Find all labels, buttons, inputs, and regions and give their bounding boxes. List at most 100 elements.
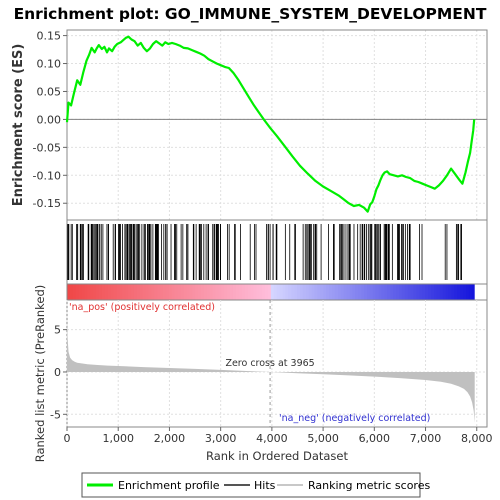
rank-bar-segment [320, 284, 324, 300]
rank-bar-segment [110, 284, 115, 300]
rank-bar-segment [99, 284, 103, 300]
rank-bar-segment [171, 284, 176, 300]
x-tick-label: 4,000 [256, 432, 288, 445]
rank-bar-segment [84, 284, 88, 300]
rank-bar-segment [468, 284, 473, 300]
rank-bar-segment [346, 284, 351, 300]
chart-title: Enrichment plot: GO_IMMUNE_SYSTEM_DEVELO… [14, 5, 487, 23]
rank-bar-segment [119, 284, 123, 300]
rank-bar-segment [107, 284, 112, 300]
rank-bar-segment [398, 284, 403, 300]
rank-bar-segment [131, 284, 135, 300]
rank-bar-segment [387, 284, 391, 300]
rank-bar-segment [393, 284, 397, 300]
es-y-tick-label: 0.00 [37, 113, 62, 126]
rank-bar-segment [174, 284, 179, 300]
rank-bar-segment [364, 284, 368, 300]
x-tick-label: 7,000 [410, 432, 442, 445]
x-tick-label: 2,000 [154, 432, 186, 445]
rank-bar-segment [305, 284, 310, 300]
rank-bar-segment [247, 284, 252, 300]
rank-bar-segment [67, 284, 71, 300]
rank-bar-segment [311, 284, 316, 300]
rank-bar-segment [358, 284, 362, 300]
rank-bar-segment [276, 284, 281, 300]
x-tick-label: 5,000 [307, 432, 339, 445]
ranking-metric-area [67, 321, 475, 423]
rank-bar-segment [288, 284, 292, 300]
rank-bar-segment [232, 284, 237, 300]
rank-bar-segment [160, 284, 164, 300]
rank-bar-segment [200, 284, 205, 300]
rank-bar-segment [355, 284, 359, 300]
rank-bar-segment [375, 284, 380, 300]
rank-bar-segment [238, 284, 243, 300]
rank-bar-segment [410, 284, 415, 300]
zero-cross-label: Zero cross at 3965 [225, 358, 314, 369]
es-y-axis-label: Enrichment score (ES) [11, 44, 26, 207]
rank-bar-segment [116, 284, 121, 300]
es-y-tick-label: 0.15 [37, 30, 62, 43]
rank-bar-segment [279, 284, 284, 300]
rank-bar-segment [157, 284, 161, 300]
rank-bar-segment [212, 284, 217, 300]
rank-bar-segment [317, 284, 321, 300]
rank-bar-segment [454, 284, 458, 300]
rank-bar-segment [381, 284, 386, 300]
x-axis-label: Rank in Ordered Dataset [206, 449, 349, 463]
metric-y-tick-label: -5 [50, 408, 61, 421]
rank-bar-segment [460, 284, 464, 300]
rank-bar-segment [337, 284, 342, 300]
rank-bar-segment [326, 284, 330, 300]
rank-bar-segment [154, 284, 158, 300]
metric-grid [66, 300, 487, 427]
rank-bar-segment [224, 284, 228, 300]
rank-bar-segment [122, 284, 126, 300]
rank-bar-segment [425, 284, 429, 300]
enrichment-profile-line [65, 35, 476, 213]
rank-bar-segment [302, 284, 307, 300]
rank-bar-segment [227, 284, 231, 300]
rank-bar-segment [177, 284, 182, 300]
rank-bar-segment [78, 284, 83, 300]
rank-bar-segment [314, 284, 319, 300]
rank-bar-segment [404, 284, 409, 300]
rank-bar-segment [407, 284, 412, 300]
rank-bar-segment [230, 284, 234, 300]
rank-bar-segment [369, 284, 374, 300]
rank-bar-segment [433, 284, 438, 300]
rank-bar-segment [136, 284, 141, 300]
rank-bar-segment [349, 284, 353, 300]
rank-bar-segment [183, 284, 187, 300]
rank-bar-segment [75, 284, 80, 300]
rank-color-bar [67, 284, 487, 300]
rank-bar-segment [445, 284, 450, 300]
rank-bar-segment [451, 284, 455, 300]
rank-bar-segment [163, 284, 167, 300]
rank-bar-segment [189, 284, 193, 300]
rank-bar-segment [285, 284, 289, 300]
rank-bar-segment [96, 284, 100, 300]
na-neg-label: 'na_neg' (negatively correlated) [279, 413, 430, 424]
es-y-tick-label: -0.15 [33, 197, 61, 210]
es-panel-frame [66, 29, 488, 221]
rank-bar-segment [262, 284, 266, 300]
rank-bar-segment [332, 284, 336, 300]
rank-bar-segment [203, 284, 208, 300]
legend-box [81, 472, 421, 498]
rank-bar-segment [390, 284, 394, 300]
rank-bar-segment [215, 284, 220, 300]
rank-bar-segment [209, 284, 214, 300]
rank-bar-segment [273, 284, 278, 300]
rank-bar-segment [431, 284, 435, 300]
rank-bar-segment [352, 284, 356, 300]
x-tick-label: 1,000 [102, 432, 134, 445]
rank-bar-segment [396, 284, 400, 300]
rank-bar-segment [125, 284, 129, 300]
rank-bar-segment [133, 284, 138, 300]
rank-bar-segment [413, 284, 418, 300]
rank-bar-segment [340, 284, 345, 300]
metric-y-ticks: 5 0 -5 [50, 324, 67, 421]
x-tick-label: 6,000 [359, 432, 391, 445]
rank-bar-segment [419, 284, 423, 300]
